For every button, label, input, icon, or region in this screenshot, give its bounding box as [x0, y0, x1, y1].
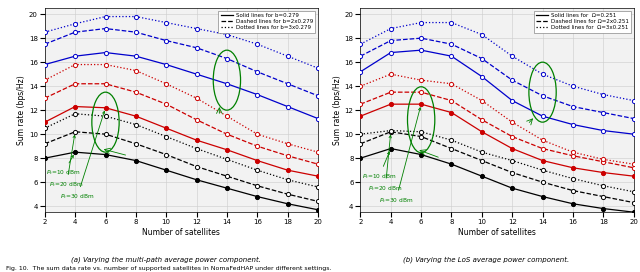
Text: $P_t$=30 dBm: $P_t$=30 dBm [60, 111, 105, 201]
X-axis label: Number of satellites: Number of satellites [143, 228, 220, 237]
Text: Fig. 10.  The sum data rate vs. number of supported satellites in NomaFedHAP und: Fig. 10. The sum data rate vs. number of… [6, 266, 332, 271]
X-axis label: Number of satellites: Number of satellites [458, 228, 536, 237]
Text: $P_t$=20 dBm: $P_t$=20 dBm [368, 135, 403, 193]
Legend: Solid lines for b=0.279, Dashed lines for b=2x0.279, Dotted lines for b=3x0.279: Solid lines for b=0.279, Dashed lines fo… [218, 11, 315, 33]
Text: $P_t$=10 dBm: $P_t$=10 dBm [46, 155, 81, 177]
Text: $P_t$=30 dBm: $P_t$=30 dBm [379, 108, 420, 205]
Text: $P_t$=20 dBm: $P_t$=20 dBm [49, 135, 84, 189]
Text: (a) Varying the multi-path average power component.: (a) Varying the multi-path average power… [72, 256, 261, 263]
Y-axis label: Sum rate (bps/Hz): Sum rate (bps/Hz) [333, 75, 342, 145]
Y-axis label: Sum rate (bps/Hz): Sum rate (bps/Hz) [17, 75, 26, 145]
Text: $P_t$=10 dBm: $P_t$=10 dBm [362, 152, 397, 181]
Legend: Solid lines for  Ω=0.251, Dashed lines for Ω=2x0.251, Dotted lines for  Ω=3x0.25: Solid lines for Ω=0.251, Dashed lines fo… [534, 11, 631, 33]
Text: (b) Varying the LoS average power component.: (b) Varying the LoS average power compon… [403, 256, 570, 263]
